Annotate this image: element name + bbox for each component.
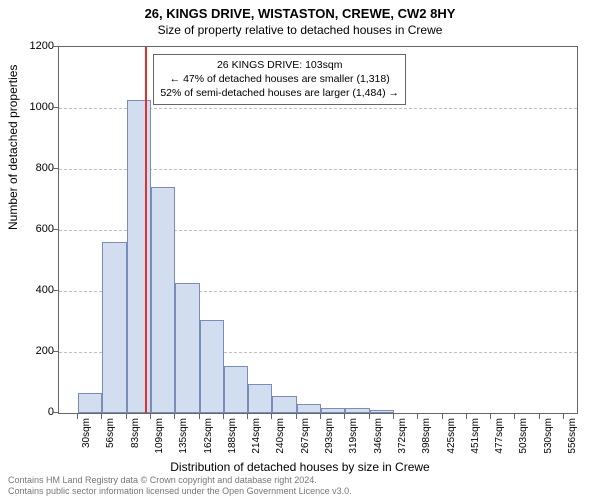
footer-line1: Contains HM Land Registry data © Crown c… (8, 475, 352, 486)
histogram-bar (78, 393, 102, 413)
annotation-line3: 52% of semi-detached houses are larger (… (160, 86, 399, 100)
x-tick-mark (296, 414, 297, 419)
x-tick-label: 214sqm (251, 418, 262, 454)
x-tick-label: 451sqm (470, 418, 481, 454)
y-tick-label: 200 (8, 345, 54, 357)
histogram-bar (321, 408, 345, 413)
x-tick-label: 162sqm (203, 418, 214, 454)
y-tick-label: 0 (8, 406, 54, 418)
annotation-box: 26 KINGS DRIVE: 103sqm ← 47% of detached… (153, 54, 406, 105)
x-tick-label: 319sqm (348, 418, 359, 454)
x-tick-label: 293sqm (324, 418, 335, 454)
x-tick-mark (223, 414, 224, 419)
x-tick-mark (466, 414, 467, 419)
histogram-bar (151, 187, 175, 413)
histogram-bar (297, 404, 321, 413)
x-tick-label: 240sqm (275, 418, 286, 454)
histogram-bar (370, 410, 394, 413)
x-tick-label: 425sqm (446, 418, 457, 454)
x-tick-mark (344, 414, 345, 419)
histogram-bar (200, 320, 224, 413)
x-tick-mark (77, 414, 78, 419)
histogram-bar (224, 366, 248, 413)
footer: Contains HM Land Registry data © Crown c… (8, 475, 352, 497)
histogram-bar (175, 283, 200, 413)
x-tick-label: 530sqm (543, 418, 554, 454)
x-tick-label: 30sqm (81, 418, 92, 448)
x-tick-mark (271, 414, 272, 419)
x-tick-mark (417, 414, 418, 419)
y-axis-title: Number of detached properties (6, 65, 20, 230)
x-tick-mark (442, 414, 443, 419)
x-tick-label: 372sqm (397, 418, 408, 454)
histogram-bar (102, 242, 127, 413)
x-tick-mark (199, 414, 200, 419)
annotation-line1: 26 KINGS DRIVE: 103sqm (160, 58, 399, 72)
x-tick-mark (320, 414, 321, 419)
y-tick-label: 600 (8, 223, 54, 235)
x-tick-mark (514, 414, 515, 419)
histogram-bar (272, 396, 297, 413)
plot-area: 26 KINGS DRIVE: 103sqm ← 47% of detached… (58, 46, 578, 414)
marker-line (145, 47, 147, 413)
x-tick-mark (369, 414, 370, 419)
x-tick-label: 503sqm (518, 418, 529, 454)
x-tick-label: 346sqm (373, 418, 384, 454)
x-tick-mark (174, 414, 175, 419)
chart-title-main: 26, KINGS DRIVE, WISTASTON, CREWE, CW2 8… (0, 0, 600, 21)
x-tick-label: 83sqm (130, 418, 141, 448)
x-tick-label: 109sqm (154, 418, 165, 454)
y-tick-label: 800 (8, 162, 54, 174)
x-tick-label: 56sqm (105, 418, 116, 448)
chart-container: 26, KINGS DRIVE, WISTASTON, CREWE, CW2 8… (0, 0, 600, 500)
footer-line2: Contains public sector information licen… (8, 486, 352, 497)
x-tick-mark (101, 414, 102, 419)
chart-title-sub: Size of property relative to detached ho… (0, 21, 600, 39)
x-tick-mark (126, 414, 127, 419)
y-tick-label: 1200 (8, 40, 54, 52)
x-tick-mark (247, 414, 248, 419)
x-tick-label: 398sqm (421, 418, 432, 454)
x-tick-label: 135sqm (178, 418, 189, 454)
histogram-bar (345, 408, 370, 413)
annotation-line2: ← 47% of detached houses are smaller (1,… (160, 72, 399, 86)
x-tick-mark (490, 414, 491, 419)
x-axis-title: Distribution of detached houses by size … (0, 460, 600, 474)
histogram-bar (248, 384, 272, 413)
x-tick-mark (539, 414, 540, 419)
y-tick-label: 400 (8, 284, 54, 296)
x-tick-mark (150, 414, 151, 419)
x-tick-label: 188sqm (227, 418, 238, 454)
x-tick-mark (393, 414, 394, 419)
x-tick-label: 477sqm (494, 418, 505, 454)
x-tick-mark (563, 414, 564, 419)
y-tick-label: 1000 (8, 101, 54, 113)
x-tick-label: 267sqm (300, 418, 311, 454)
x-tick-label: 556sqm (567, 418, 578, 454)
